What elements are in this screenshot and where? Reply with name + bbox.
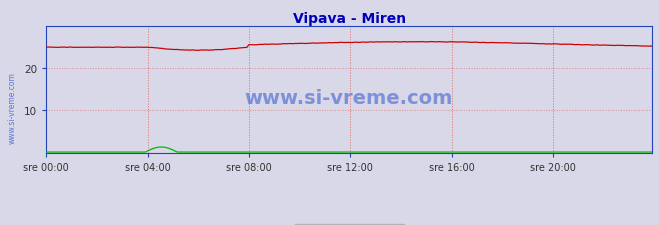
Title: Vipava - Miren: Vipava - Miren xyxy=(293,12,406,26)
Text: www.si-vreme.com: www.si-vreme.com xyxy=(8,72,17,144)
Legend: temperatura[C], pretok[m3/s]: temperatura[C], pretok[m3/s] xyxy=(294,224,405,225)
Text: www.si-vreme.com: www.si-vreme.com xyxy=(244,89,452,108)
